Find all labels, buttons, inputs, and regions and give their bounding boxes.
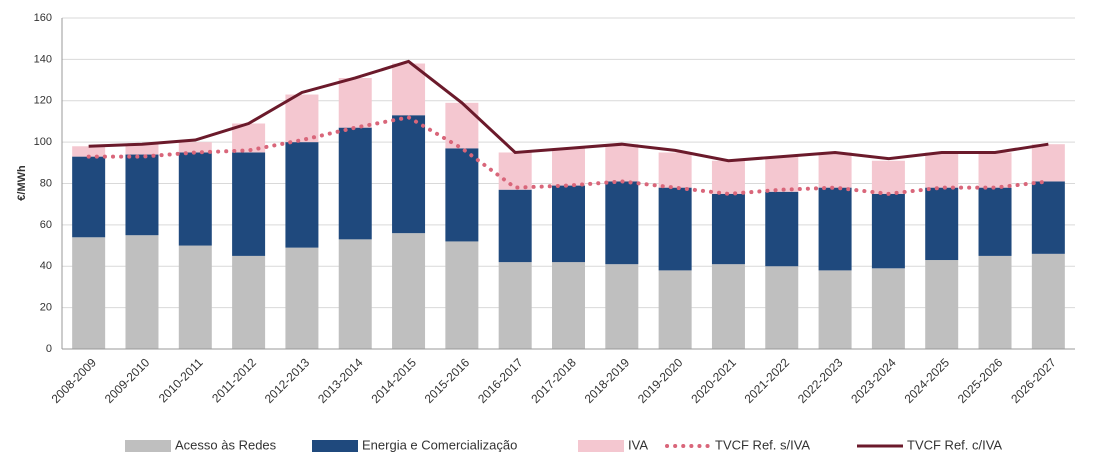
y-tick-label: 20 xyxy=(40,302,52,314)
bar-segment xyxy=(72,156,106,238)
bar-segment xyxy=(498,152,532,190)
bar-segment xyxy=(285,94,319,143)
y-tick-label: 0 xyxy=(46,343,52,355)
x-tick-label: 2009-2010 xyxy=(102,355,153,406)
bar-segment xyxy=(925,187,959,261)
x-tick-label: 2016-2017 xyxy=(475,355,526,406)
bar-segment xyxy=(658,270,692,349)
x-tick-label: 2014-2015 xyxy=(368,355,419,406)
bar-segment xyxy=(818,152,852,188)
bar-segment xyxy=(1031,253,1065,349)
bar-segment xyxy=(765,156,799,192)
bar-segment xyxy=(871,160,905,194)
bar-segment xyxy=(818,187,852,271)
bar-segment xyxy=(605,181,639,265)
bar-segment xyxy=(871,193,905,269)
bar-segment xyxy=(338,127,372,240)
x-tick-label: 2018-2019 xyxy=(582,355,633,406)
legend-swatch xyxy=(578,440,624,452)
x-tick-label: 2017-2018 xyxy=(528,355,579,406)
x-tick-label: 2019-2020 xyxy=(635,355,686,406)
bar-segment xyxy=(711,264,745,349)
legend-swatch xyxy=(125,440,171,452)
bar-segment xyxy=(871,268,905,349)
x-tick-label: 2010-2011 xyxy=(156,355,206,405)
bar-segment xyxy=(338,77,372,128)
bar-segment xyxy=(498,189,532,263)
bar-segment xyxy=(978,255,1012,349)
legend-swatch xyxy=(312,440,358,452)
line-series xyxy=(88,59,1049,163)
x-tick-label: 2012-2013 xyxy=(262,355,313,406)
x-tick-label: 2020-2021 xyxy=(688,355,739,406)
bar-segment xyxy=(125,144,159,155)
bar-segment xyxy=(72,146,106,157)
bar-segment xyxy=(178,152,212,246)
y-tick-label: 100 xyxy=(34,136,52,148)
bar-segment xyxy=(392,63,426,116)
y-tick-label: 140 xyxy=(34,53,52,65)
bar-segment xyxy=(552,185,585,263)
bar-segment xyxy=(978,152,1012,188)
bar-segment xyxy=(232,255,266,349)
y-tick-label: 80 xyxy=(40,177,52,189)
bar-segment xyxy=(285,142,319,248)
bar-segment xyxy=(445,148,479,242)
bar-segment xyxy=(818,270,852,349)
y-tick-label: 160 xyxy=(34,12,52,24)
bar-segment xyxy=(1031,181,1065,254)
bar-segment xyxy=(711,160,745,194)
y-tick-label: 120 xyxy=(34,95,52,107)
bar-segment xyxy=(1031,144,1065,182)
x-tick-label: 2022-2023 xyxy=(795,355,846,406)
bar-segment xyxy=(605,264,639,349)
bar-segment xyxy=(178,142,212,153)
x-tick-label: 2011-2012 xyxy=(209,355,259,405)
bar-segment xyxy=(658,152,692,188)
y-tick-label: 60 xyxy=(40,219,52,231)
bar-segment xyxy=(925,260,959,349)
bar-segment xyxy=(552,148,585,186)
bar-segment xyxy=(72,237,106,349)
bar-segment xyxy=(765,266,799,349)
bar-segment xyxy=(285,247,319,349)
legend-label: TVCF Ref. c/IVA xyxy=(907,437,1002,452)
bar-segment xyxy=(392,115,426,234)
x-tick-label: 2013-2014 xyxy=(315,355,366,406)
x-tick-label: 2024-2025 xyxy=(902,355,953,406)
bar-segment xyxy=(552,262,585,349)
bar-segment xyxy=(125,235,159,349)
bar-segment xyxy=(232,152,266,256)
x-tick-label: 2026-2027 xyxy=(1008,355,1059,406)
bar-segment xyxy=(338,239,372,349)
x-tick-label: 2021-2022 xyxy=(742,355,793,406)
bar-segment xyxy=(711,193,745,265)
bar-segment xyxy=(125,154,159,236)
line-series xyxy=(86,115,1051,196)
bar-segment xyxy=(658,187,692,271)
x-tick-label: 2025-2026 xyxy=(955,355,1006,406)
bar-segment xyxy=(765,191,799,267)
x-tick-label: 2023-2024 xyxy=(848,355,899,406)
legend-label: Acesso às Redes xyxy=(175,437,277,452)
legend-label: TVCF Ref. s/IVA xyxy=(715,437,810,452)
y-axis-label: €/MWh xyxy=(16,165,28,201)
bar-segment xyxy=(392,233,426,349)
y-tick-label: 40 xyxy=(40,260,52,272)
bar-segment xyxy=(498,262,532,349)
bar-segment xyxy=(978,187,1012,256)
x-tick-label: 2015-2016 xyxy=(422,355,473,406)
bar-segment xyxy=(605,144,639,182)
bar-segment xyxy=(925,152,959,188)
legend-label: IVA xyxy=(628,437,648,452)
legend-label: Energia e Comercialização xyxy=(362,437,517,452)
x-tick-label: 2008-2009 xyxy=(49,355,100,406)
bar-segment xyxy=(445,241,479,349)
bar-segment xyxy=(178,245,212,349)
